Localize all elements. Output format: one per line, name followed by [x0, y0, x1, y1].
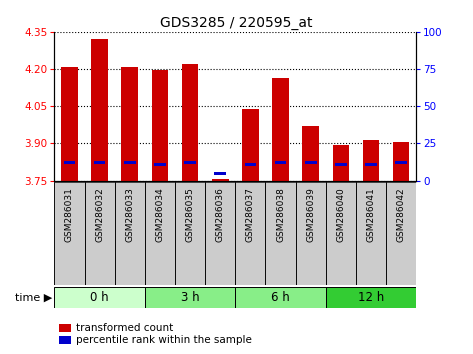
Bar [212, 178, 228, 181]
Text: 3 h: 3 h [181, 291, 200, 304]
Bar [395, 161, 407, 164]
Text: GDS3285 / 220595_at: GDS3285 / 220595_at [160, 16, 313, 30]
Bar [214, 172, 226, 175]
Text: 0 h: 0 h [90, 291, 109, 304]
Bar [235, 182, 265, 285]
Bar [54, 287, 145, 308]
Bar [305, 161, 316, 164]
Bar [175, 182, 205, 285]
Bar [85, 182, 114, 285]
Text: GSM286041: GSM286041 [367, 188, 376, 242]
Text: GSM286037: GSM286037 [246, 188, 255, 242]
Bar [61, 67, 78, 181]
Bar [386, 182, 416, 285]
Text: transformed count: transformed count [76, 323, 173, 333]
Text: GSM286033: GSM286033 [125, 188, 134, 242]
Bar [64, 161, 75, 164]
Bar [145, 182, 175, 285]
Text: GSM286034: GSM286034 [156, 188, 165, 242]
Bar [154, 163, 166, 166]
Bar [91, 39, 108, 181]
Bar [365, 163, 377, 166]
Text: GSM286039: GSM286039 [306, 188, 315, 242]
Bar [54, 182, 85, 285]
Bar [265, 182, 296, 285]
Bar [94, 161, 105, 164]
Bar [393, 142, 410, 181]
Text: 6 h: 6 h [271, 291, 290, 304]
Text: GSM286042: GSM286042 [397, 188, 406, 242]
Bar [182, 64, 198, 181]
Bar [275, 161, 286, 164]
Bar [356, 182, 386, 285]
Bar [272, 78, 289, 181]
Text: GSM286036: GSM286036 [216, 188, 225, 242]
Bar [245, 163, 256, 166]
Bar [335, 163, 347, 166]
Bar [124, 161, 136, 164]
Text: GSM286032: GSM286032 [95, 188, 104, 242]
Bar [333, 144, 349, 181]
Bar [184, 161, 196, 164]
Text: GSM286040: GSM286040 [336, 188, 345, 242]
Bar [235, 287, 326, 308]
Text: 12 h: 12 h [358, 291, 384, 304]
Bar [122, 67, 138, 181]
Bar [145, 287, 235, 308]
Bar [114, 182, 145, 285]
Text: percentile rank within the sample: percentile rank within the sample [76, 335, 252, 345]
Text: GSM286038: GSM286038 [276, 188, 285, 242]
Text: time ▶: time ▶ [15, 292, 52, 302]
Text: GSM286031: GSM286031 [65, 188, 74, 242]
Bar [363, 139, 379, 181]
Text: GSM286035: GSM286035 [185, 188, 194, 242]
Bar [152, 70, 168, 181]
Bar [302, 126, 319, 181]
Bar [326, 287, 416, 308]
Bar [296, 182, 326, 285]
Bar [242, 109, 259, 181]
Bar [205, 182, 235, 285]
Bar [326, 182, 356, 285]
